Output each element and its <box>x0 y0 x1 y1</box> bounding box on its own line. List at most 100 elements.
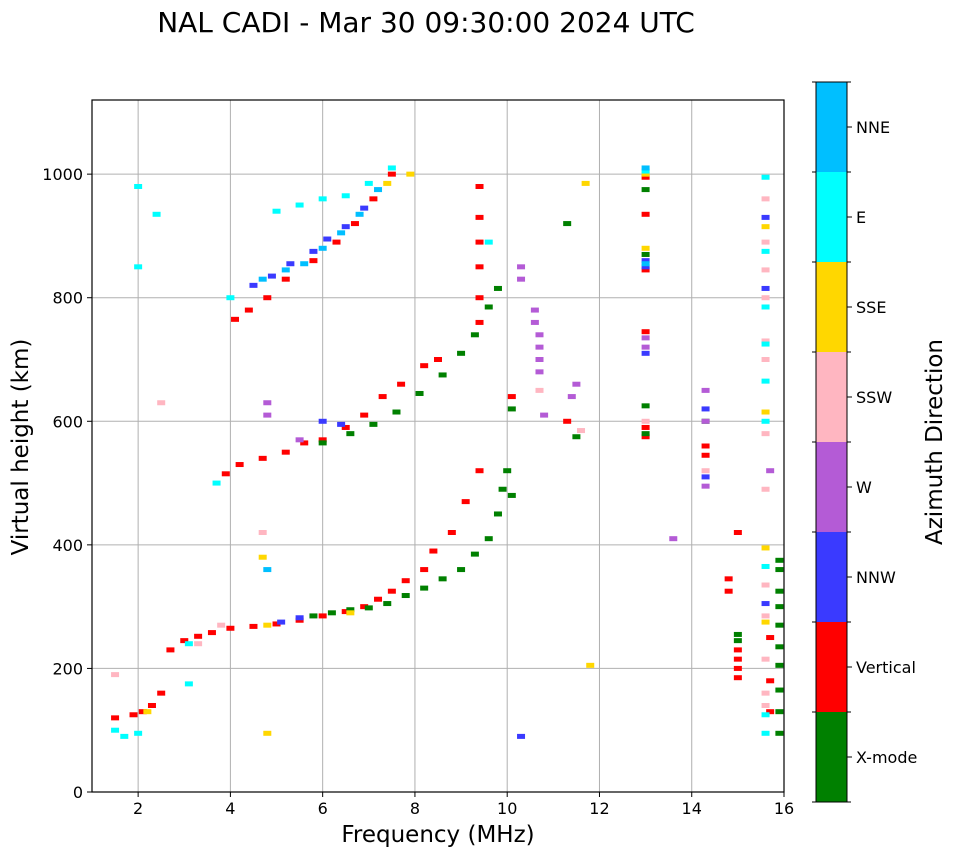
point-vertical <box>272 621 281 627</box>
point-x-mode <box>438 372 447 378</box>
y-tick-label: 400 <box>52 536 83 555</box>
colorbar-title: Azimuth Direction <box>922 339 948 545</box>
point-nne <box>355 211 364 217</box>
point-x-mode <box>438 576 447 582</box>
y-axis-ticks: 0 200 400 600 800 1000 <box>42 165 92 802</box>
point-nnw <box>341 224 350 230</box>
point-nnw <box>701 474 710 480</box>
colorbar-label-ssw: SSW <box>856 388 892 407</box>
point-w <box>530 307 539 313</box>
point-ssw <box>217 622 226 628</box>
point-vertical <box>641 329 650 335</box>
point-x-mode <box>401 593 410 599</box>
point-x-mode <box>775 604 784 610</box>
colorbar-label-w: W <box>856 478 872 497</box>
point-x-mode <box>364 605 373 611</box>
colorbar-segment-vertical <box>816 622 847 712</box>
point-x-mode <box>457 567 466 573</box>
x-tick-label: 12 <box>589 799 609 818</box>
point-e <box>184 641 193 647</box>
point-vertical <box>641 211 650 217</box>
colorbar-segment-sse <box>816 262 847 352</box>
point-w <box>263 412 272 418</box>
point-vertical <box>701 443 710 449</box>
point-x-mode <box>420 585 429 591</box>
point-x-mode <box>498 486 507 492</box>
point-x-mode <box>775 567 784 573</box>
point-ssw <box>194 641 203 647</box>
point-vertical <box>249 623 258 629</box>
point-nnw <box>318 418 327 424</box>
point-e <box>761 730 770 736</box>
point-vertical <box>766 709 775 715</box>
point-w <box>517 264 526 270</box>
point-x-mode <box>493 511 502 517</box>
point-w <box>567 394 576 400</box>
point-w <box>701 483 710 489</box>
point-x-mode <box>327 610 336 616</box>
point-nnw <box>337 421 346 427</box>
point-ssw <box>761 239 770 245</box>
point-w <box>766 468 775 474</box>
point-vertical <box>475 264 484 270</box>
point-x-mode <box>572 434 581 440</box>
point-ssw <box>761 431 770 437</box>
point-x-mode <box>493 285 502 291</box>
point-vertical <box>318 437 327 443</box>
point-vertical <box>166 647 175 653</box>
point-vertical <box>281 276 290 282</box>
point-vertical <box>207 630 216 636</box>
point-nne <box>300 261 309 267</box>
point-vertical <box>434 357 442 362</box>
point-sse <box>581 180 590 186</box>
colorbar-segment-w <box>816 442 847 532</box>
x-tick-label: 6 <box>318 799 328 818</box>
colorbar-label-e: E <box>856 208 866 227</box>
point-nnw <box>641 350 650 356</box>
point-ssw <box>157 400 166 406</box>
point-vertical <box>733 665 742 671</box>
point-ssw <box>701 468 710 474</box>
point-vertical <box>461 499 470 505</box>
point-e <box>212 480 221 486</box>
point-nnw <box>286 261 295 267</box>
point-vertical <box>387 171 396 177</box>
point-sse <box>383 180 392 186</box>
point-vertical <box>563 418 572 424</box>
point-sse <box>761 619 770 625</box>
point-w <box>535 369 544 375</box>
point-w <box>641 344 650 350</box>
point-vertical <box>641 424 650 430</box>
point-e <box>387 165 396 171</box>
point-vertical <box>475 184 484 189</box>
point-vertical <box>447 530 456 535</box>
point-e <box>641 168 650 174</box>
point-x-mode <box>309 613 318 619</box>
point-vertical <box>281 449 290 455</box>
y-tick-label: 1000 <box>42 165 83 184</box>
point-w <box>535 332 544 338</box>
point-nnw <box>517 733 526 739</box>
grid <box>92 100 785 793</box>
point-x-mode <box>641 403 650 409</box>
point-nnw <box>761 214 770 220</box>
point-e <box>761 378 770 384</box>
point-e <box>111 727 120 733</box>
point-x-mode <box>641 431 650 437</box>
point-vertical <box>507 394 516 400</box>
point-x-mode <box>775 622 784 628</box>
point-x-mode <box>507 406 516 412</box>
point-vertical <box>475 319 484 325</box>
point-ssw <box>761 656 770 662</box>
y-axis-label: Virtual height (km) <box>8 339 34 556</box>
point-vertical <box>300 440 309 446</box>
point-e <box>484 239 493 245</box>
point-vertical <box>369 196 378 202</box>
point-e <box>761 304 770 310</box>
point-vertical <box>733 530 742 535</box>
colorbar-label-nnw: NNW <box>856 568 896 587</box>
point-nnw <box>641 258 650 264</box>
point-x-mode <box>775 644 784 650</box>
point-vertical <box>387 588 396 594</box>
